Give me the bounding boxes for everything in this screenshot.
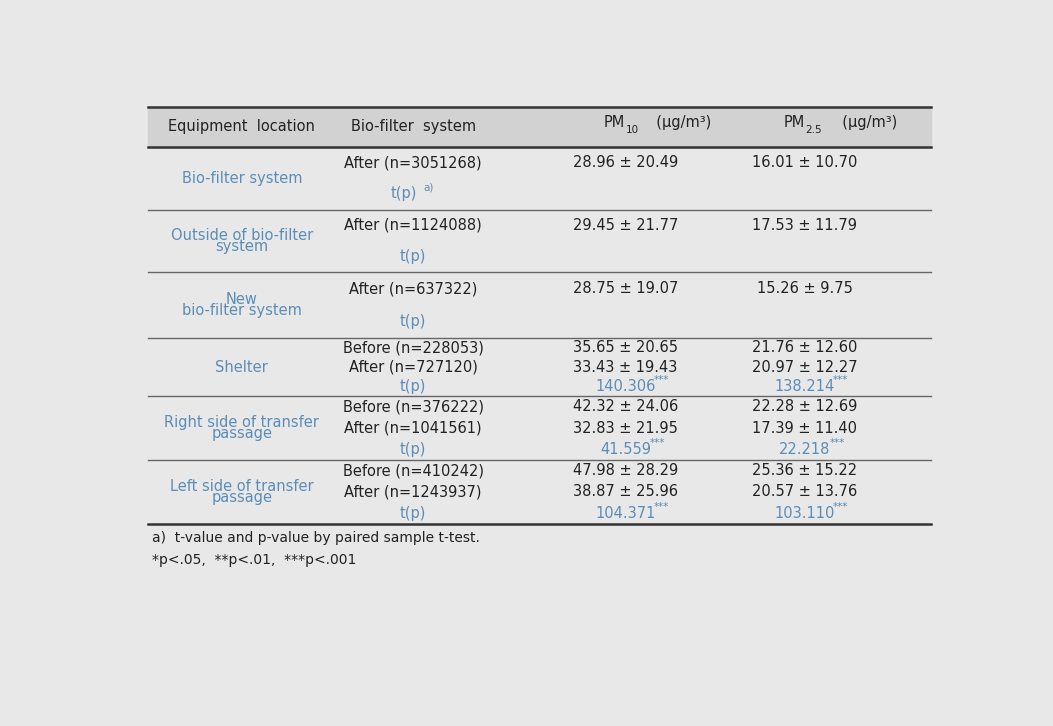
Text: New: New — [225, 292, 258, 307]
Text: passage: passage — [212, 426, 273, 441]
Text: After (n=3051268): After (n=3051268) — [344, 155, 482, 170]
Text: 17.39 ± 11.40: 17.39 ± 11.40 — [753, 420, 857, 436]
Text: Before (n=228053): Before (n=228053) — [342, 340, 483, 355]
Text: bio-filter system: bio-filter system — [182, 303, 302, 318]
Text: Equipment  location: Equipment location — [168, 119, 315, 134]
Text: ***: *** — [833, 502, 849, 512]
Text: 103.110: 103.110 — [775, 505, 835, 521]
Text: 28.75 ± 19.07: 28.75 ± 19.07 — [573, 281, 678, 296]
Text: t(p): t(p) — [391, 187, 417, 201]
Text: t(p): t(p) — [400, 379, 426, 394]
Text: After (n=1243937): After (n=1243937) — [344, 484, 482, 499]
Text: 25.36 ± 15.22: 25.36 ± 15.22 — [752, 463, 857, 478]
Text: passage: passage — [212, 490, 273, 505]
Text: 22.28 ± 12.69: 22.28 ± 12.69 — [752, 399, 857, 415]
Text: Outside of bio-filter: Outside of bio-filter — [171, 228, 313, 242]
Text: 138.214: 138.214 — [775, 379, 835, 394]
Text: 15.26 ± 9.75: 15.26 ± 9.75 — [757, 281, 853, 296]
Text: 10: 10 — [627, 125, 639, 134]
Text: t(p): t(p) — [400, 505, 426, 521]
Text: ***: *** — [654, 375, 669, 386]
Text: 140.306: 140.306 — [595, 379, 656, 394]
Text: t(p): t(p) — [400, 314, 426, 329]
Text: (μg/m³): (μg/m³) — [834, 115, 898, 131]
Text: 22.218: 22.218 — [779, 442, 831, 457]
Text: 42.32 ± 24.06: 42.32 ± 24.06 — [573, 399, 678, 415]
Text: 104.371: 104.371 — [595, 505, 656, 521]
Text: (μg/m³): (μg/m³) — [648, 115, 712, 131]
Text: PM: PM — [604, 115, 625, 131]
Text: After (n=1124088): After (n=1124088) — [344, 218, 482, 233]
Text: 35.65 ± 20.65: 35.65 ± 20.65 — [573, 340, 678, 355]
Text: system: system — [215, 239, 269, 254]
Text: 21.76 ± 12.60: 21.76 ± 12.60 — [752, 340, 857, 355]
Text: After (n=727120): After (n=727120) — [349, 359, 478, 375]
Text: Before (n=376222): Before (n=376222) — [342, 399, 483, 415]
Text: 16.01 ± 10.70: 16.01 ± 10.70 — [752, 155, 857, 170]
Text: After (n=1041561): After (n=1041561) — [344, 420, 482, 436]
Text: 20.57 ± 13.76: 20.57 ± 13.76 — [752, 484, 857, 499]
Text: Right side of transfer: Right side of transfer — [164, 415, 319, 430]
Text: ***: *** — [830, 439, 845, 448]
Text: After (n=637322): After (n=637322) — [349, 281, 477, 296]
Text: 20.97 ± 12.27: 20.97 ± 12.27 — [752, 359, 858, 375]
Text: 2.5: 2.5 — [806, 125, 822, 134]
Text: Shelter: Shelter — [216, 359, 269, 375]
Text: t(p): t(p) — [400, 249, 426, 264]
Text: a)  t-value and p-value by paired sample t-test.: a) t-value and p-value by paired sample … — [152, 531, 480, 545]
Text: ***: *** — [833, 375, 849, 386]
Text: t(p): t(p) — [400, 442, 426, 457]
Text: a): a) — [423, 182, 434, 192]
Text: *p<.05,  **p<.01,  ***p<.001: *p<.05, **p<.01, ***p<.001 — [152, 553, 356, 567]
Text: ***: *** — [654, 502, 669, 512]
Text: PM: PM — [783, 115, 804, 131]
Text: Left side of transfer: Left side of transfer — [170, 478, 314, 494]
Text: 28.96 ± 20.49: 28.96 ± 20.49 — [573, 155, 678, 170]
Text: 47.98 ± 28.29: 47.98 ± 28.29 — [573, 463, 678, 478]
Text: 38.87 ± 25.96: 38.87 ± 25.96 — [573, 484, 678, 499]
Text: 29.45 ± 21.77: 29.45 ± 21.77 — [573, 218, 678, 233]
Bar — [147, 107, 932, 147]
Text: 33.43 ± 19.43: 33.43 ± 19.43 — [573, 359, 677, 375]
Text: 32.83 ± 21.95: 32.83 ± 21.95 — [573, 420, 678, 436]
Text: 41.559: 41.559 — [600, 442, 651, 457]
Text: Bio-filter system: Bio-filter system — [181, 171, 302, 186]
Text: Before (n=410242): Before (n=410242) — [342, 463, 483, 478]
Text: 17.53 ± 11.79: 17.53 ± 11.79 — [753, 218, 857, 233]
Text: ***: *** — [650, 439, 665, 448]
Text: Bio-filter  system: Bio-filter system — [351, 119, 476, 134]
